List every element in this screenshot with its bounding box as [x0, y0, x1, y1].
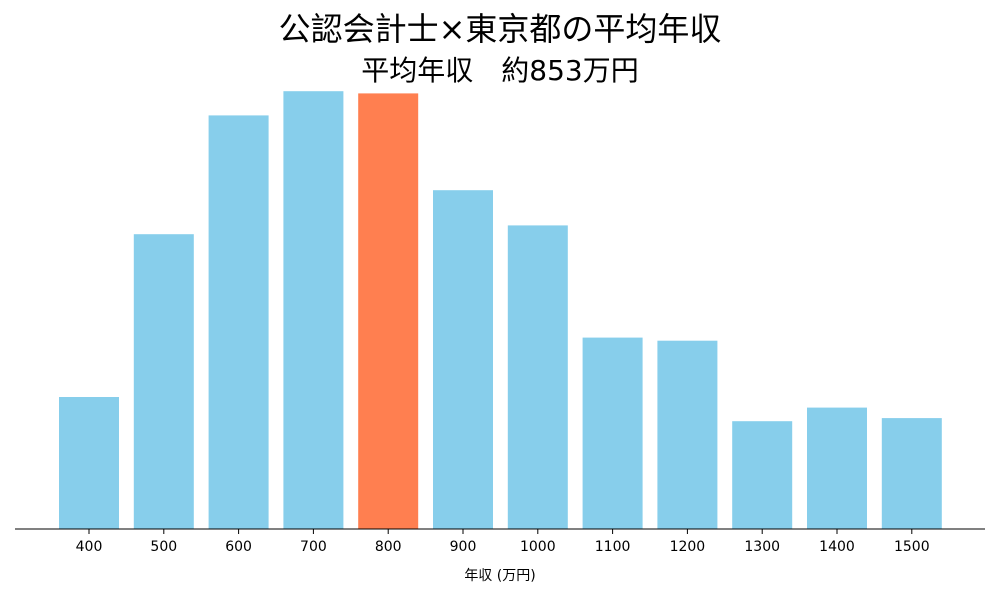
x-tick-label-1400: 1400	[819, 539, 855, 555]
x-tick-label-400: 400	[76, 539, 103, 555]
x-tick-label-1300: 1300	[744, 539, 780, 555]
x-tick-label-1200: 1200	[670, 539, 706, 555]
x-tick-label-500: 500	[150, 539, 177, 555]
x-tick-label-1000: 1000	[520, 539, 556, 555]
bar-1400	[807, 407, 867, 529]
bar-1100	[582, 337, 643, 529]
x-axis-label: 年収 (万円)	[464, 568, 535, 584]
bar-1200	[657, 340, 718, 529]
bar-700	[283, 91, 344, 529]
bar-1000	[507, 225, 568, 529]
x-tick-label-800: 800	[375, 539, 402, 555]
bar-400	[59, 397, 119, 529]
bar-1500	[881, 418, 942, 529]
x-tick-label-1500: 1500	[894, 539, 930, 555]
bar-500	[133, 234, 194, 529]
chart-title: 公認会計士×東京都の平均年収	[279, 10, 722, 48]
bar-800	[358, 93, 419, 530]
bar-900	[433, 190, 493, 529]
x-tick-label-1100: 1100	[595, 539, 631, 555]
chart-subtitle: 平均年収 約853万円	[361, 54, 638, 87]
bars-group	[59, 91, 942, 530]
x-tick-label-900: 900	[450, 539, 477, 555]
x-ticks-group: 400 500 600 700 800 900 1000 1100 1200 1300 1400 15…	[76, 529, 930, 555]
x-tick-label-700: 700	[300, 539, 327, 555]
bar-600	[208, 115, 269, 530]
x-tick-label-600: 600	[225, 539, 252, 555]
bar-1300	[732, 421, 793, 529]
